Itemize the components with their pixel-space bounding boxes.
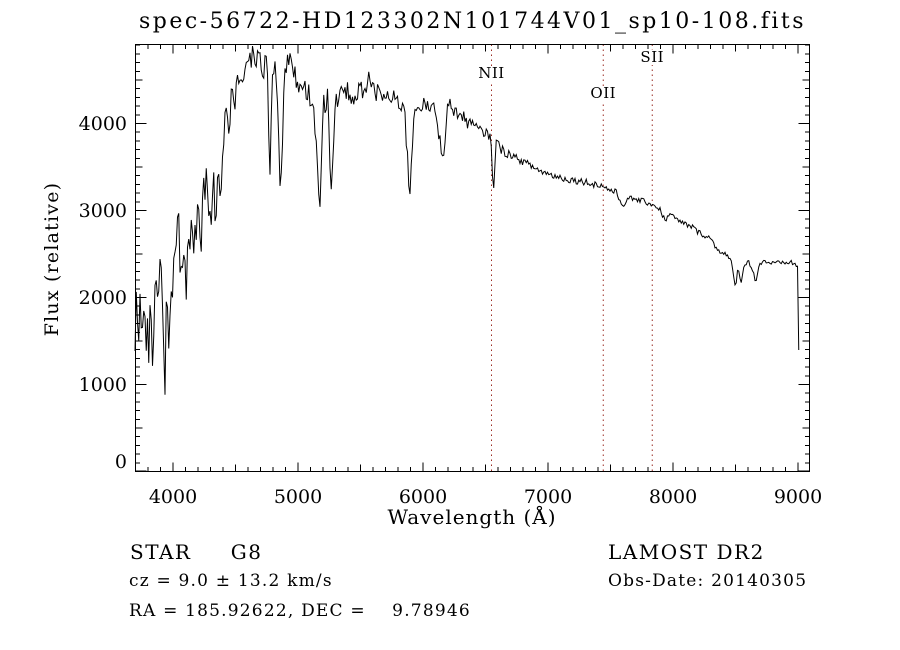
- y-tick-label: 3000: [78, 199, 127, 222]
- x-tick-label: 8000: [648, 486, 698, 508]
- y-tick-label: 2000: [78, 286, 127, 309]
- ra-dec-value: RA = 185.92622, DEC = 9.78946: [129, 601, 471, 621]
- line-label-oii: OII: [588, 84, 619, 102]
- y-tick-label: 4000: [78, 112, 127, 135]
- x-tick-label: 9000: [773, 486, 823, 508]
- plot-frame: [135, 44, 810, 472]
- y-tick-label: 1000: [78, 373, 127, 396]
- line-label-sii: SII: [638, 48, 667, 66]
- x-tick-label: 5000: [273, 486, 323, 508]
- x-tick-label: 6000: [398, 486, 448, 508]
- x-axis-label: Wavelength (Å): [387, 505, 557, 529]
- obs-date-value: Obs-Date: 20140305: [608, 571, 808, 591]
- plot-title: spec-56722-HD123302N101744V01_sp10-108.f…: [138, 9, 807, 34]
- survey-label: LAMOST DR2: [608, 540, 765, 564]
- x-tick-label: 7000: [523, 486, 573, 508]
- emission-line-markers: [491, 44, 653, 472]
- spectrum-trace: [134, 45, 800, 395]
- cz-value: cz = 9.0 ± 13.2 km/s: [129, 571, 333, 591]
- x-tick-label: 4000: [148, 486, 198, 508]
- axis-ticks: [135, 44, 810, 472]
- object-class-label: STAR G8: [130, 540, 263, 564]
- y-tick-label: 0: [114, 451, 127, 473]
- line-label-nii: NII: [476, 64, 507, 82]
